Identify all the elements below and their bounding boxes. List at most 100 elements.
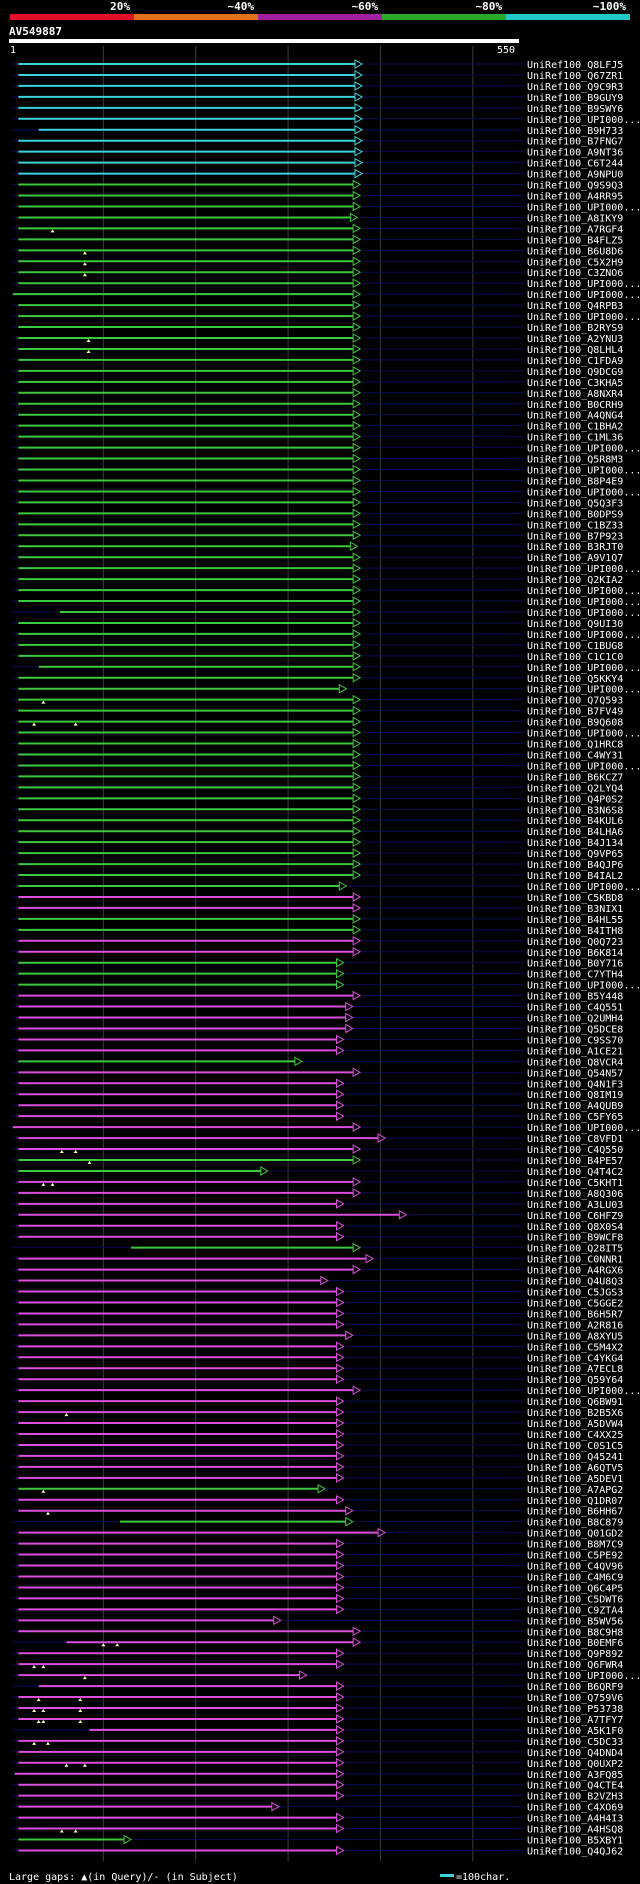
- hit-row[interactable]: UniRef100_A6QTV5: [11, 1462, 623, 1474]
- hit-label[interactable]: UniRef100_B6U8D6: [527, 246, 623, 257]
- hit-row[interactable]: UniRef100_A5DEV1: [11, 1472, 623, 1485]
- hit-row[interactable]: UniRef100_B9SWY6: [11, 102, 623, 115]
- hit-row[interactable]: UniRef100_UPI000...: [11, 442, 640, 455]
- hit-row[interactable]: UniRef100_UPI000...: [11, 1670, 640, 1682]
- hit-label[interactable]: UniRef100_C5KHT1: [527, 1178, 623, 1189]
- hit-row[interactable]: UniRef100_A4RGX6: [11, 1264, 623, 1277]
- hit-row[interactable]: UniRef100_C0S1C5: [11, 1440, 623, 1452]
- hit-row[interactable]: UniRef100_B6KCZ7: [11, 771, 623, 783]
- hit-row[interactable]: UniRef100_B6U8D6: [11, 245, 623, 257]
- hit-row[interactable]: UniRef100_A7APG2: [11, 1483, 623, 1496]
- hit-row[interactable]: UniRef100_UPI000...: [11, 661, 640, 674]
- hit-label[interactable]: UniRef100_C9ZTA4: [527, 1605, 623, 1616]
- hit-label[interactable]: UniRef100_B9GUY9: [527, 93, 623, 104]
- hit-label[interactable]: UniRef100_Q2LYQ4: [527, 783, 623, 794]
- hit-row[interactable]: UniRef100_B8M7C9: [11, 1538, 623, 1551]
- hit-row[interactable]: UniRef100_A1CE21: [11, 1045, 623, 1057]
- hit-label[interactable]: UniRef100_Q4P0S2: [527, 794, 623, 805]
- hit-label[interactable]: UniRef100_Q9P892: [527, 1649, 623, 1660]
- hit-row[interactable]: UniRef100_B4KUL6: [11, 815, 623, 827]
- hit-label[interactable]: UniRef100_Q5KKY4: [527, 674, 623, 685]
- hit-label[interactable]: UniRef100_B4PE57: [527, 1156, 623, 1167]
- hit-label[interactable]: UniRef100_A8NXR4: [527, 389, 623, 400]
- hit-row[interactable]: UniRef100_Q67ZR1: [11, 70, 623, 82]
- hit-label[interactable]: UniRef100_UPI000...: [527, 115, 640, 126]
- hit-row[interactable]: UniRef100_A2YNU3: [11, 333, 623, 345]
- hit-row[interactable]: UniRef100_UPI000...: [11, 201, 640, 213]
- hit-row[interactable]: UniRef100_C4XX25: [11, 1429, 623, 1441]
- hit-label[interactable]: UniRef100_B7P923: [527, 531, 623, 542]
- hit-label[interactable]: UniRef100_A6QTV5: [527, 1463, 623, 1474]
- hit-label[interactable]: UniRef100_C8VFD1: [527, 1134, 623, 1145]
- hit-label[interactable]: UniRef100_B4LHA6: [527, 827, 623, 838]
- hit-label[interactable]: UniRef100_B8M7C9: [527, 1540, 623, 1551]
- hit-label[interactable]: UniRef100_B7FV49: [527, 707, 623, 718]
- hit-row[interactable]: UniRef100_A8XYU5: [11, 1330, 623, 1342]
- hit-label[interactable]: UniRef100_UPI000...: [527, 586, 640, 597]
- hit-label[interactable]: UniRef100_UPI000...: [527, 663, 640, 674]
- hit-label[interactable]: UniRef100_C4XX25: [527, 1430, 623, 1441]
- hit-label[interactable]: UniRef100_B3N6S8: [527, 805, 623, 816]
- hit-label[interactable]: UniRef100_Q2KIA2: [527, 575, 623, 586]
- hit-label[interactable]: UniRef100_C4QV96: [527, 1562, 623, 1573]
- hit-label[interactable]: UniRef100_A2YNU3: [527, 334, 623, 345]
- hit-label[interactable]: UniRef100_C1C1C0: [527, 652, 623, 663]
- hit-label[interactable]: UniRef100_UPI000...: [527, 1123, 640, 1134]
- hit-row[interactable]: UniRef100_C5PE92: [11, 1549, 623, 1562]
- hit-label[interactable]: UniRef100_C0NNR1: [527, 1255, 623, 1266]
- hit-row[interactable]: UniRef100_Q4U8Q3: [11, 1275, 623, 1288]
- hit-label[interactable]: UniRef100_A3LU03: [527, 1200, 623, 1211]
- hit-label[interactable]: UniRef100_A4QNG4: [527, 411, 623, 422]
- hit-label[interactable]: UniRef100_C5X2H9: [527, 257, 623, 268]
- hit-row[interactable]: UniRef100_B4LHA6: [11, 826, 623, 838]
- hit-label[interactable]: UniRef100_Q54N57: [527, 1068, 623, 1079]
- hit-row[interactable]: UniRef100_B0CRH9: [11, 398, 623, 411]
- hit-label[interactable]: UniRef100_B3NIX1: [527, 904, 623, 915]
- hit-label[interactable]: UniRef100_C3KHA5: [527, 378, 623, 389]
- hit-label[interactable]: UniRef100_UPI000...: [527, 202, 640, 213]
- hit-label[interactable]: UniRef100_C5DC33: [527, 1737, 623, 1748]
- hit-label[interactable]: UniRef100_C1ML36: [527, 433, 623, 444]
- hit-label[interactable]: UniRef100_B0Y716: [527, 959, 623, 970]
- hit-row[interactable]: UniRef100_A9V1Q7: [11, 552, 623, 564]
- hit-label[interactable]: UniRef100_B4QJP6: [527, 860, 623, 871]
- hit-row[interactable]: UniRef100_C3ZNO6: [11, 267, 623, 279]
- hit-row[interactable]: UniRef100_UPI000...: [11, 979, 640, 992]
- hit-row[interactable]: UniRef100_B4QJP6: [11, 859, 623, 871]
- hit-row[interactable]: UniRef100_B9WCF8: [11, 1231, 623, 1244]
- hit-label[interactable]: UniRef100_A5DEV1: [527, 1474, 623, 1485]
- hit-row[interactable]: UniRef100_B0EMF6: [11, 1637, 623, 1649]
- hit-label[interactable]: UniRef100_B4ITH8: [527, 926, 623, 937]
- hit-row[interactable]: UniRef100_B0DPS9: [11, 508, 623, 520]
- hit-row[interactable]: UniRef100_C0NNR1: [11, 1253, 623, 1266]
- hit-row[interactable]: UniRef100_Q9S9Q3: [11, 179, 623, 192]
- hit-label[interactable]: UniRef100_UPI000...: [527, 981, 640, 992]
- hit-row[interactable]: UniRef100_C9SS70: [11, 1034, 623, 1046]
- hit-row[interactable]: UniRef100_B6QRF9: [11, 1681, 623, 1693]
- hit-label[interactable]: UniRef100_B4FLZ5: [527, 235, 623, 246]
- hit-label[interactable]: UniRef100_B5XBY1: [527, 1836, 623, 1847]
- hit-row[interactable]: UniRef100_Q1DR07: [11, 1494, 623, 1507]
- hit-label[interactable]: UniRef100_C4XO69: [527, 1803, 623, 1814]
- hit-row[interactable]: UniRef100_A8Q306: [11, 1188, 623, 1200]
- hit-label[interactable]: UniRef100_C5GGE2: [527, 1298, 623, 1309]
- hit-label[interactable]: UniRef100_C4WY31: [527, 750, 623, 761]
- hit-row[interactable]: UniRef100_B8P4E9: [11, 475, 623, 487]
- hit-row[interactable]: UniRef100_A5K1F0: [11, 1725, 623, 1737]
- hit-row[interactable]: UniRef100_C5FY65: [11, 1111, 623, 1123]
- hit-label[interactable]: UniRef100_A9NPU0: [527, 170, 623, 181]
- hit-label[interactable]: UniRef100_UPI000...: [527, 1671, 640, 1682]
- hit-label[interactable]: UniRef100_Q0UXP2: [527, 1759, 623, 1770]
- hit-label[interactable]: UniRef100_C6T244: [527, 159, 623, 170]
- hit-label[interactable]: UniRef100_UPI000...: [527, 729, 640, 740]
- hit-label[interactable]: UniRef100_Q8X0S4: [527, 1222, 623, 1233]
- hit-label[interactable]: UniRef100_B4J134: [527, 838, 623, 849]
- hit-row[interactable]: UniRef100_C5DWT6: [11, 1593, 623, 1605]
- hit-row[interactable]: UniRef100_B5Y448: [11, 990, 623, 1003]
- hit-row[interactable]: UniRef100_B0Y716: [11, 957, 623, 970]
- hit-row[interactable]: UniRef100_B9H733: [11, 124, 623, 137]
- hit-label[interactable]: UniRef100_A2R816: [527, 1320, 623, 1331]
- hit-row[interactable]: UniRef100_C4WY31: [11, 749, 623, 761]
- hit-label[interactable]: UniRef100_Q8LFJ5: [527, 60, 623, 71]
- hit-label[interactable]: UniRef100_B4HL55: [527, 915, 623, 926]
